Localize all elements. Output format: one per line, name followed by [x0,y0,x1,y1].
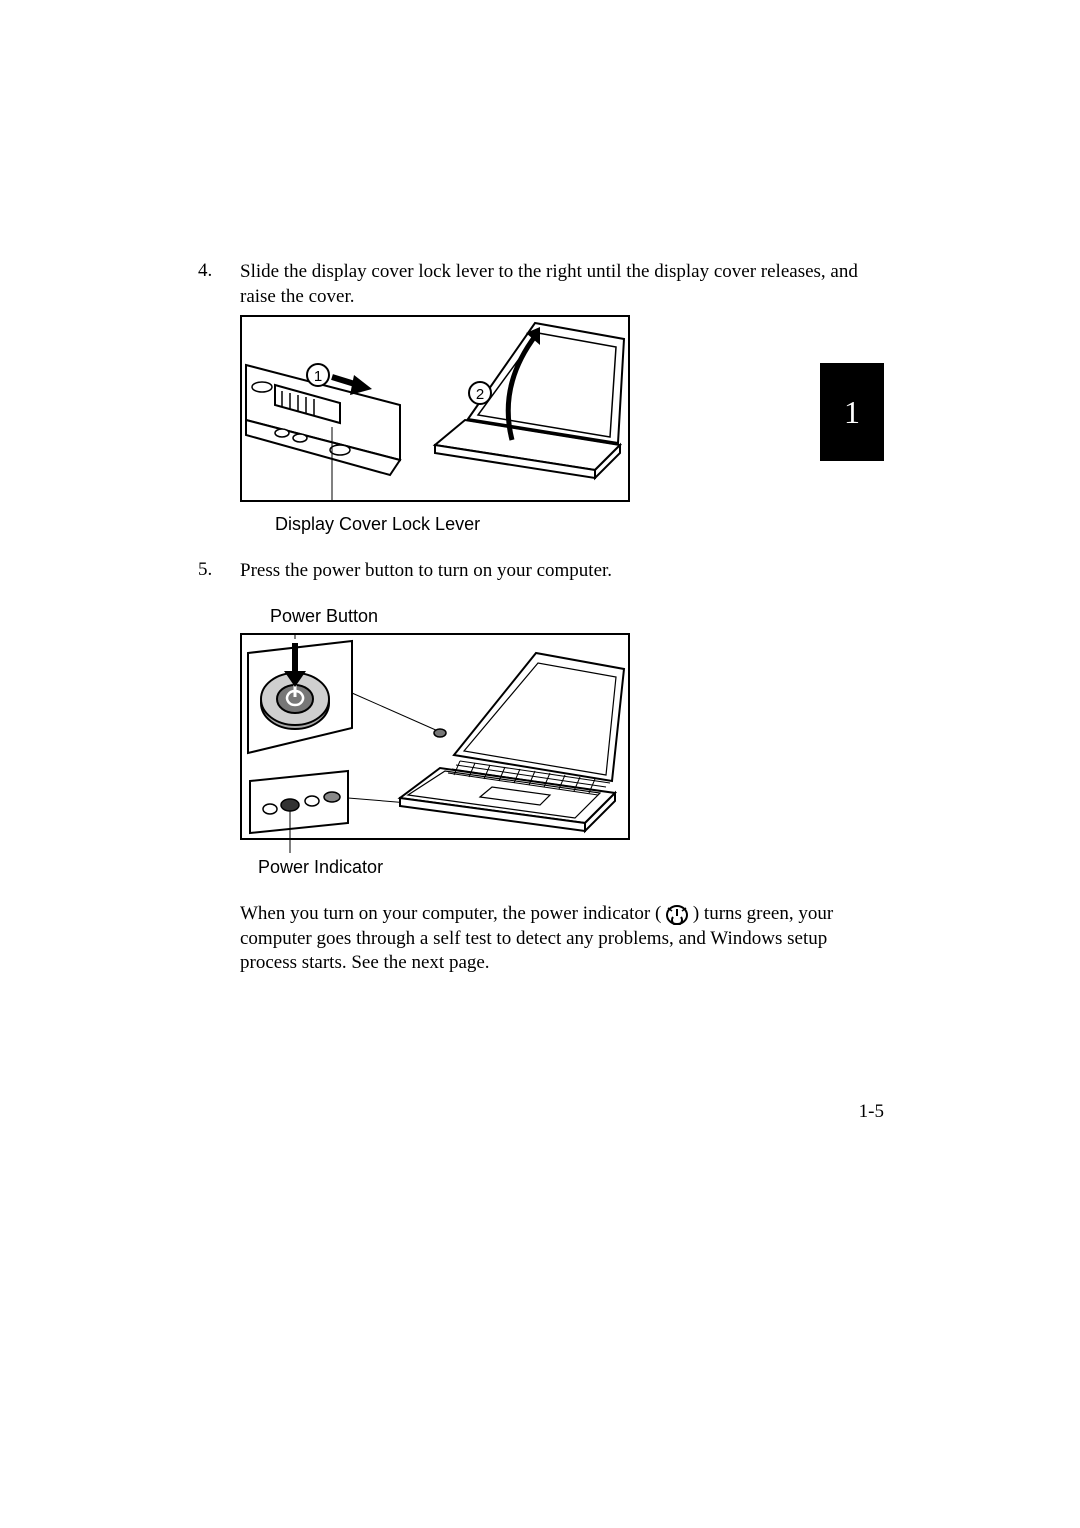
figure-caption-top: Power Button [270,606,878,627]
chapter-number: 1 [844,394,860,431]
diagram-power-button [240,633,630,853]
step-text: Press the power button to turn on your c… [240,559,878,584]
svg-text:2: 2 [476,386,484,403]
figure-caption-bottom: Power Indicator [258,857,878,878]
svg-text:1: 1 [314,368,322,385]
chapter-tab: 1 [820,363,884,461]
step-5-follow: When you turn on your computer, the powe… [240,902,878,976]
step-4: 4. Slide the display cover lock lever to… [198,260,878,309]
page-number: 1-5 [859,1101,884,1123]
step-5: 5. Press the power button to turn on you… [198,559,878,584]
follow-text-a: When you turn on your computer, the powe… [240,903,666,924]
step-number: 5. [198,559,220,584]
step-text: Slide the display cover lock lever to th… [240,260,878,309]
figure-power-button: Power Button [240,606,878,878]
step-number: 4. [198,260,220,309]
diagram-display-cover-lock: 1 [240,315,630,510]
figure-display-cover: 1 [240,315,878,535]
power-indicator-icon [666,905,688,925]
figure-caption: Display Cover Lock Lever [275,514,878,535]
